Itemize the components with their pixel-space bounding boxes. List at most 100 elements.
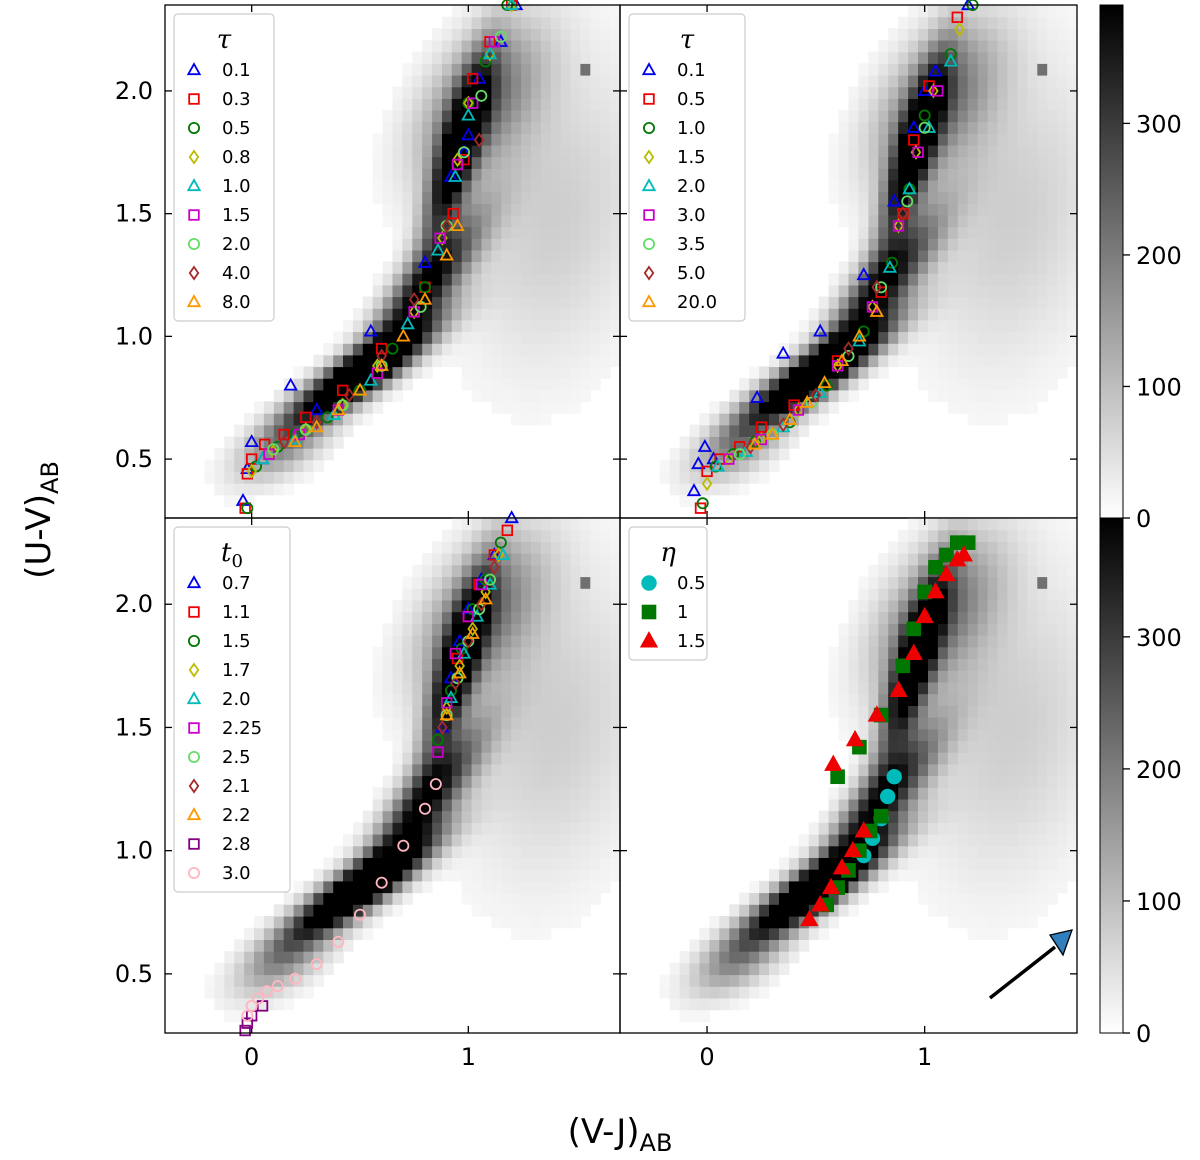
density-cell (918, 845, 929, 858)
density-cell (550, 810, 562, 823)
density-cell (451, 284, 463, 298)
density-cell (590, 331, 601, 344)
density-cell (560, 787, 572, 800)
density-cell (244, 997, 255, 1011)
density-cell (313, 448, 324, 461)
density-cell (244, 939, 255, 952)
colorbar-tick-label: 0 (1136, 505, 1151, 533)
density-cell (273, 413, 285, 426)
density-cell (481, 810, 492, 823)
density-cell (501, 284, 512, 298)
density-cell (234, 483, 245, 496)
density-cell (997, 728, 1008, 741)
density-cell (580, 75, 591, 88)
density-cell (570, 168, 581, 181)
density-cell (471, 564, 483, 578)
density-cell (967, 857, 979, 870)
density-cell (739, 413, 750, 426)
density-cell (521, 787, 532, 800)
density-cell (1067, 693, 1078, 706)
density-cell (560, 705, 572, 718)
density-cell (908, 75, 919, 88)
density-cell (1057, 203, 1068, 216)
density-cell (511, 822, 522, 835)
density-cell (1007, 693, 1018, 706)
legend-marker (643, 265, 655, 281)
density-cell (590, 658, 601, 671)
density-cell (610, 75, 621, 88)
density-cell (442, 75, 453, 88)
density-cell (471, 226, 483, 239)
density-cell (987, 354, 999, 368)
density-cell (1057, 693, 1068, 706)
data-point (332, 935, 345, 948)
density-cell (610, 319, 621, 333)
data-point (932, 85, 944, 97)
density-cell (511, 740, 522, 753)
density-cell (481, 822, 492, 835)
density-cell (977, 51, 989, 64)
density-cell (461, 576, 473, 589)
legend-marker (188, 606, 200, 618)
density-cell (898, 576, 909, 589)
density-cell (451, 354, 463, 368)
density-cell (928, 728, 939, 741)
density-cell (422, 599, 433, 613)
density-cell (362, 904, 374, 917)
data-point (441, 700, 452, 716)
density-cell (570, 203, 581, 216)
density-cell (878, 226, 889, 239)
density-cell (689, 997, 700, 1011)
density-cell (1027, 717, 1038, 730)
density-cell (888, 98, 899, 111)
data-point (244, 434, 259, 448)
density-cell (392, 238, 403, 251)
density-cell (967, 658, 979, 671)
density-cell (878, 203, 889, 216)
density-cell (1017, 5, 1028, 18)
density-cell (957, 728, 969, 741)
density-cell (1067, 179, 1078, 193)
density-cell (283, 927, 295, 940)
density-cell (977, 740, 989, 753)
density-cell (908, 16, 919, 29)
density-cell (580, 623, 591, 636)
density-cell (402, 98, 413, 111)
density-cell (501, 296, 512, 309)
density-cell (1047, 763, 1058, 777)
data-point (854, 821, 873, 838)
density-cell (501, 109, 512, 123)
density-cell (382, 822, 394, 835)
data-point (901, 195, 914, 208)
density-cell (1017, 214, 1028, 228)
density-cell (422, 693, 433, 706)
density-cell (1017, 834, 1028, 847)
density-cell (848, 343, 859, 356)
data-point (408, 291, 420, 308)
density-cell (888, 226, 899, 239)
density-cell (610, 354, 621, 368)
density-cell (352, 308, 364, 321)
density-cell (461, 261, 473, 274)
density-cell (313, 436, 324, 449)
density-cell (997, 623, 1008, 636)
legend-marker (187, 751, 200, 764)
density-cell (729, 483, 740, 496)
density-cell (531, 389, 542, 403)
density-cell (1047, 576, 1058, 589)
density-cell (531, 763, 542, 777)
density-cell (967, 343, 979, 356)
density-cell (313, 939, 324, 952)
density-cell (560, 179, 572, 193)
density-cell (501, 133, 512, 146)
density-cell (977, 775, 989, 788)
density-cell (451, 693, 463, 706)
density-cell (323, 951, 334, 964)
density-cell (937, 635, 949, 648)
density-cell (719, 986, 730, 999)
density-cell (957, 28, 969, 41)
density-cell (918, 693, 929, 706)
density-cell (1037, 623, 1048, 636)
density-cell (908, 86, 919, 99)
density-cell (501, 623, 512, 636)
